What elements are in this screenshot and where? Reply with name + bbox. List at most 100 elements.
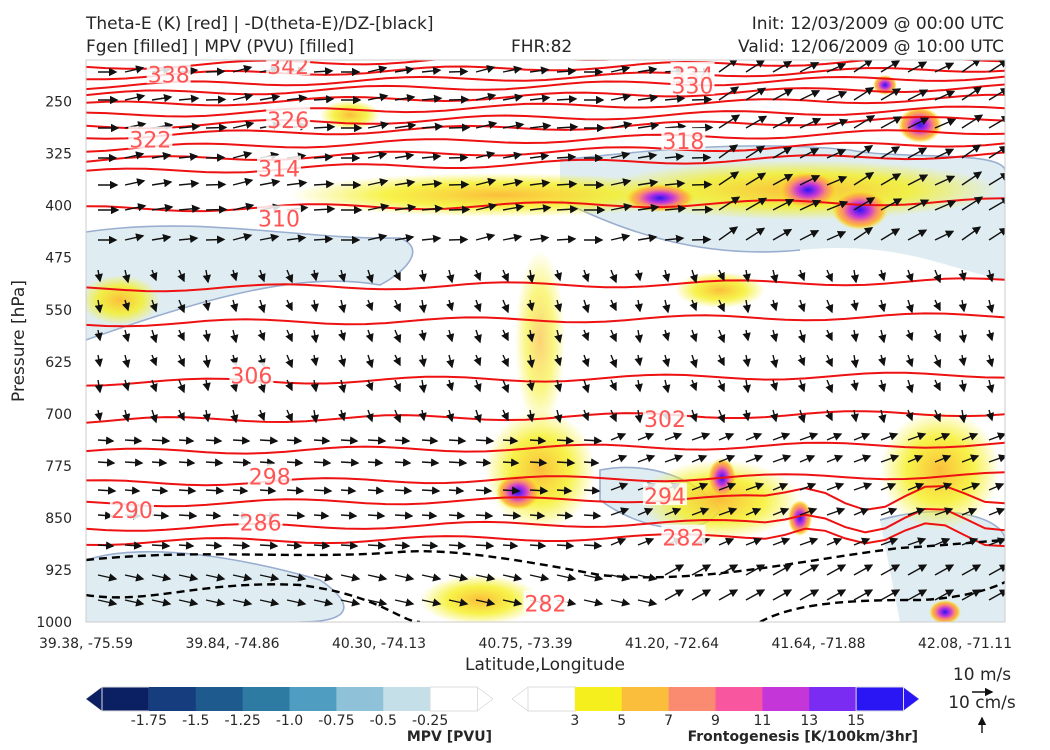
wind-vector — [934, 454, 952, 463]
y-tick-label: 850 — [45, 511, 72, 527]
wind-vector — [178, 152, 199, 162]
wind-vector — [205, 458, 224, 467]
valid-time: Valid: 12/06/2009 @ 10:00 UTC — [738, 37, 1004, 57]
wind-vector — [742, 409, 751, 422]
wind-vector — [691, 589, 712, 601]
wind-vector — [610, 537, 627, 546]
wind-vector — [529, 204, 552, 213]
wind-vector — [610, 151, 631, 160]
wind-vector — [473, 379, 482, 393]
wind-vector — [583, 541, 603, 550]
wind-vector — [826, 149, 847, 159]
wind-vector — [553, 269, 563, 282]
wind-vector — [769, 379, 779, 392]
wind-vector — [961, 196, 984, 211]
theta-e-label: 342 — [267, 55, 309, 80]
theta-e-label-bg — [266, 60, 311, 75]
wind-vector — [772, 173, 794, 186]
wind-vector — [610, 65, 631, 74]
wind-vector — [97, 511, 114, 520]
wind-vector — [853, 482, 873, 491]
wind-vector — [286, 511, 306, 520]
wind-vector — [664, 564, 685, 576]
wind-key-vertical-label: 10 cm/s — [948, 693, 1016, 713]
wind-vector — [610, 507, 630, 516]
theta-e-line — [86, 66, 1005, 91]
wind-vector — [826, 537, 843, 546]
wind-vector — [448, 205, 471, 214]
wind-vector — [475, 541, 495, 550]
wind-vector — [797, 379, 806, 393]
wind-vector — [232, 120, 255, 129]
wind-vector — [394, 121, 417, 131]
wind-vector — [475, 202, 498, 211]
wind-vector — [232, 541, 251, 550]
wind-vector — [772, 507, 790, 516]
colorbar-segment — [429, 686, 478, 712]
wind-vector — [526, 354, 535, 369]
wind-vector — [770, 354, 779, 369]
wind-vector — [986, 379, 995, 394]
wind-vector — [988, 197, 1005, 211]
wind-vector — [151, 152, 172, 161]
wind-vector — [286, 234, 307, 243]
wind-vector — [178, 573, 199, 582]
wind-vector — [637, 234, 658, 243]
wind-vector — [365, 299, 374, 312]
wind-vector — [178, 436, 195, 445]
wind-vector — [718, 564, 739, 576]
x-tick-label: 40.75, -73.39 — [478, 636, 572, 652]
wind-vector — [634, 409, 643, 424]
wind-vector — [986, 269, 995, 283]
frontogenesis-colorbar-title: Frontogenesis [K/100km/3hr] — [688, 729, 918, 745]
wind-vector — [529, 122, 552, 131]
wind-vector — [149, 379, 158, 393]
wind-vector — [797, 329, 806, 344]
wind-vector — [905, 299, 914, 314]
wind-vector — [799, 454, 816, 463]
wind-vector — [554, 409, 563, 424]
wind-vector — [988, 564, 1005, 576]
wind-vector — [473, 329, 482, 344]
theta-e-label: 302 — [644, 408, 686, 433]
wind-vector — [448, 458, 468, 467]
wind-vector — [313, 95, 335, 104]
wind-vector — [205, 541, 223, 550]
wind-vector — [958, 409, 967, 424]
wind-vector — [205, 436, 223, 445]
wind-vector — [745, 172, 767, 186]
wind-vector — [880, 589, 901, 601]
wind-vector — [178, 511, 198, 520]
wind-vector — [853, 227, 874, 241]
x-tick-label: 41.64, -71.88 — [771, 636, 865, 652]
wind-vector — [581, 269, 590, 283]
wind-vector — [772, 60, 793, 73]
wind-vector — [717, 269, 725, 282]
wind-vector — [502, 203, 525, 212]
wind-vector — [717, 354, 725, 367]
wind-vector — [502, 151, 523, 160]
wind-vector — [151, 203, 174, 213]
wind-vector — [581, 409, 590, 422]
wind-vector — [178, 458, 196, 467]
wind-vector — [230, 329, 239, 344]
wind-vector — [202, 379, 211, 392]
wind-vector — [826, 482, 845, 491]
wind-vector — [853, 564, 874, 576]
wind-vector — [556, 180, 578, 189]
wind-vector — [770, 329, 779, 343]
wind-vector — [880, 173, 902, 186]
wind-vector — [556, 486, 573, 495]
wind-vector — [745, 589, 766, 601]
wind-vector — [313, 436, 331, 445]
wind-vector — [799, 230, 820, 241]
wind-vector — [961, 589, 982, 601]
wind-vector — [367, 233, 388, 242]
wind-vector — [310, 299, 319, 313]
wind-vector — [553, 354, 563, 367]
wind-vector — [853, 432, 871, 441]
colorbar-segment — [762, 687, 810, 711]
wind-vector — [340, 573, 361, 582]
wind-vector — [718, 114, 741, 129]
wind-vector — [502, 65, 523, 74]
